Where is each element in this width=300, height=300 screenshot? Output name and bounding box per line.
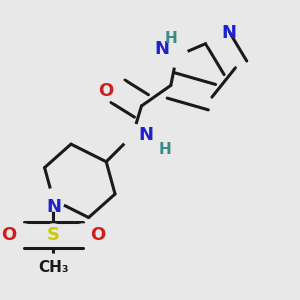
Text: H: H [164,31,177,46]
Circle shape [40,254,67,280]
Circle shape [207,27,229,50]
Text: N: N [138,126,153,144]
Text: O: O [98,82,114,100]
Text: N: N [221,24,236,42]
Circle shape [13,224,35,246]
Text: H: H [159,142,172,158]
Text: O: O [90,226,105,244]
Circle shape [42,189,64,211]
Circle shape [42,224,64,246]
Text: N: N [46,198,61,216]
Text: N: N [154,40,169,58]
Circle shape [72,224,94,246]
Circle shape [122,124,144,146]
Circle shape [107,80,129,102]
Circle shape [166,45,188,67]
Text: S: S [47,226,60,244]
Text: O: O [2,226,17,244]
Text: CH₃: CH₃ [38,260,69,275]
